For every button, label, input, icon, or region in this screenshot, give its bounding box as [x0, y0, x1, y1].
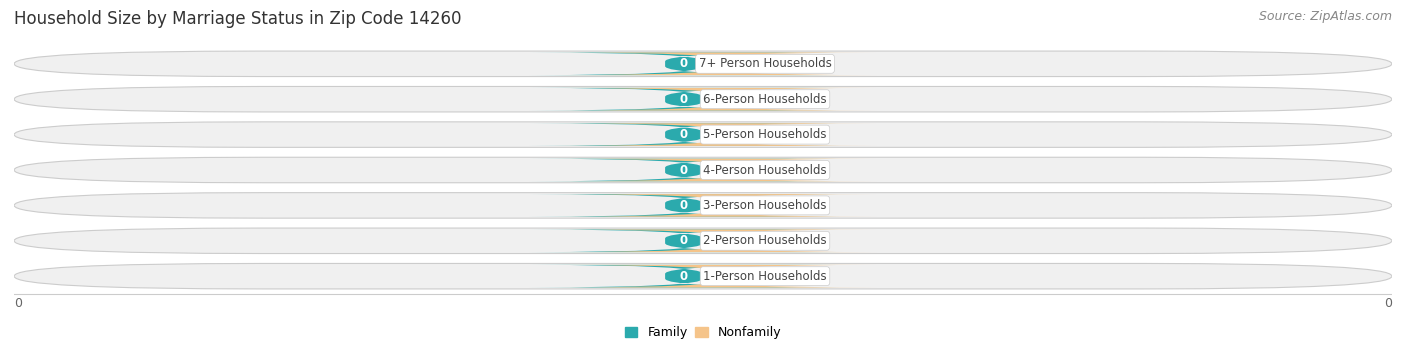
FancyBboxPatch shape — [530, 123, 839, 146]
Text: 5-Person Households: 5-Person Households — [703, 128, 827, 141]
FancyBboxPatch shape — [530, 159, 839, 181]
FancyBboxPatch shape — [14, 86, 1392, 112]
FancyBboxPatch shape — [530, 230, 839, 252]
Text: 1-Person Households: 1-Person Households — [703, 270, 827, 283]
Text: 0: 0 — [681, 57, 688, 70]
FancyBboxPatch shape — [555, 123, 876, 146]
FancyBboxPatch shape — [530, 88, 839, 110]
Text: 6-Person Households: 6-Person Households — [703, 93, 827, 106]
FancyBboxPatch shape — [14, 264, 1392, 289]
Text: 0: 0 — [681, 199, 688, 212]
FancyBboxPatch shape — [14, 228, 1392, 254]
FancyBboxPatch shape — [530, 194, 839, 217]
Legend: Family, Nonfamily: Family, Nonfamily — [624, 326, 782, 339]
Text: 3-Person Households: 3-Person Households — [703, 199, 827, 212]
Text: 0: 0 — [713, 270, 720, 283]
FancyBboxPatch shape — [14, 157, 1392, 183]
FancyBboxPatch shape — [530, 52, 839, 75]
Text: 0: 0 — [681, 270, 688, 283]
Text: 0: 0 — [681, 93, 688, 106]
Text: 0: 0 — [713, 234, 720, 247]
Text: 0: 0 — [681, 164, 688, 176]
Text: 0: 0 — [713, 57, 720, 70]
Text: 0: 0 — [1384, 297, 1392, 310]
FancyBboxPatch shape — [555, 265, 876, 288]
FancyBboxPatch shape — [555, 230, 876, 252]
FancyBboxPatch shape — [555, 159, 876, 181]
Text: 0: 0 — [713, 128, 720, 141]
Text: 7+ Person Households: 7+ Person Households — [699, 57, 831, 70]
Text: 4-Person Households: 4-Person Households — [703, 164, 827, 176]
FancyBboxPatch shape — [530, 265, 839, 288]
Text: 0: 0 — [681, 128, 688, 141]
Text: 0: 0 — [713, 93, 720, 106]
Text: 0: 0 — [713, 164, 720, 176]
Text: Source: ZipAtlas.com: Source: ZipAtlas.com — [1258, 10, 1392, 23]
Text: 2-Person Households: 2-Person Households — [703, 234, 827, 247]
FancyBboxPatch shape — [14, 51, 1392, 76]
Text: 0: 0 — [681, 234, 688, 247]
Text: 0: 0 — [713, 199, 720, 212]
FancyBboxPatch shape — [555, 88, 876, 110]
FancyBboxPatch shape — [14, 122, 1392, 147]
Text: 0: 0 — [14, 297, 22, 310]
FancyBboxPatch shape — [14, 193, 1392, 218]
FancyBboxPatch shape — [555, 194, 876, 217]
FancyBboxPatch shape — [555, 52, 876, 75]
Text: Household Size by Marriage Status in Zip Code 14260: Household Size by Marriage Status in Zip… — [14, 10, 461, 28]
